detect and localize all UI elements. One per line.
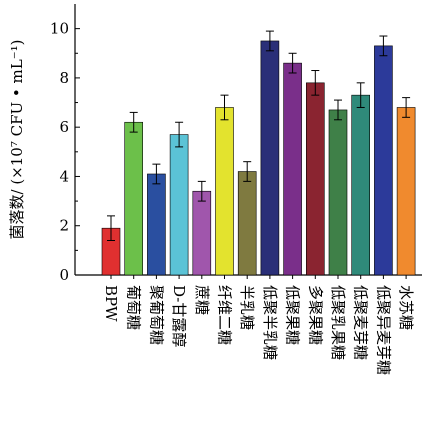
x-category-label: 纤维二糖 xyxy=(216,285,234,345)
x-category-label: 蔗糖 xyxy=(193,285,211,315)
x-category-label: BPW xyxy=(102,285,120,322)
x-category-label: 低聚异麦芽糖 xyxy=(374,285,392,375)
x-category-label: 半乳糖 xyxy=(238,285,256,330)
x-category-label: 低聚麦芽糖 xyxy=(352,285,370,360)
bar xyxy=(396,107,416,276)
bar xyxy=(124,121,143,276)
x-category-label: 低聚乳果糖 xyxy=(329,285,347,360)
bar xyxy=(351,94,371,276)
y-ticks: 0 2 4 6 8 10 xyxy=(50,20,80,284)
y-axis-label: 菌落数/ (×10⁷ CFU • mL⁻¹) xyxy=(8,40,26,240)
bar xyxy=(260,40,280,276)
x-category-label: D-甘露醇 xyxy=(170,285,188,347)
bar xyxy=(192,190,212,276)
y-tick-label: 8 xyxy=(59,69,69,87)
y-tick-label: 4 xyxy=(59,167,69,185)
x-category-labels: BPW 葡萄糖 聚葡萄糖 D-甘露醇 蔗糖 纤维二糖 半乳糖 低聚半乳糖 低聚果糖 多聚果糖 低聚乳… xyxy=(102,285,415,375)
bars xyxy=(101,40,416,276)
x-category-label: 低聚果糖 xyxy=(284,285,302,345)
y-tick-label: 0 xyxy=(59,266,69,284)
x-category-label: 多聚果糖 xyxy=(306,285,324,345)
x-category-label: 聚葡萄糖 xyxy=(147,285,165,345)
bar xyxy=(374,45,393,276)
bar xyxy=(283,62,302,276)
y-tick-label: 6 xyxy=(59,118,69,136)
x-category-label: 水苏糖 xyxy=(397,285,415,330)
y-tick-label: 10 xyxy=(50,20,69,38)
bar xyxy=(147,173,166,276)
bar xyxy=(215,107,234,276)
bar xyxy=(237,171,257,276)
bar xyxy=(169,134,189,276)
bar xyxy=(305,82,325,276)
y-tick-label: 2 xyxy=(59,217,69,235)
bar xyxy=(328,109,348,276)
x-category-label: 低聚半乳糖 xyxy=(261,285,279,360)
x-category-label: 葡萄糖 xyxy=(125,285,143,330)
error-bars xyxy=(107,30,411,242)
